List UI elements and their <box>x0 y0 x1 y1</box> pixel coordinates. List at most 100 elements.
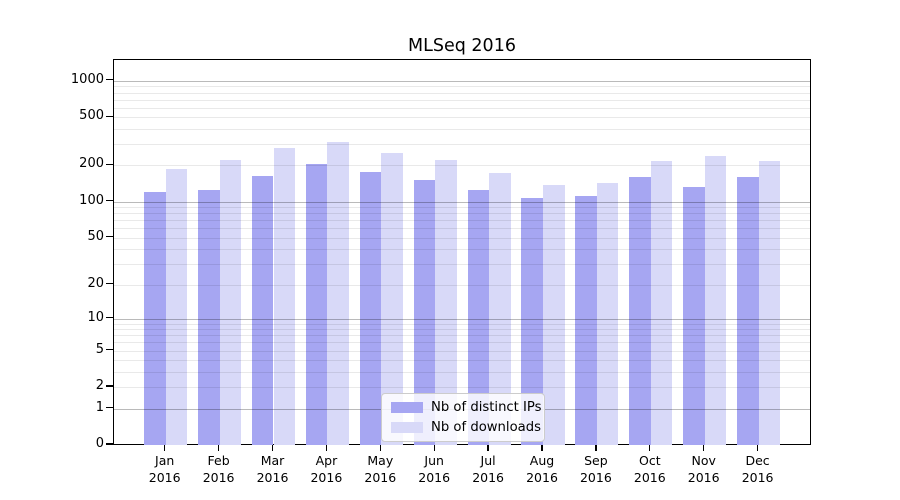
bar-ips-jan <box>144 191 166 445</box>
gridline-90 <box>114 207 810 209</box>
gridline-70 <box>114 220 810 222</box>
gridline-7 <box>114 335 810 337</box>
y-axis-tick-label-10: 10 <box>87 309 104 325</box>
x-axis-tick-label-nov: Nov 2016 <box>687 453 720 485</box>
bar-downloads-nov <box>704 155 727 445</box>
bar-downloads-feb <box>219 160 242 445</box>
bar-ips-apr <box>305 164 328 445</box>
legend-swatch-distinct-ips <box>391 402 423 413</box>
y-axis-tick-mark-0 <box>106 443 113 445</box>
gridline-200 <box>114 165 810 167</box>
bar-downloads-sep <box>596 182 619 445</box>
x-axis-tick-mark-jan <box>164 445 166 451</box>
bar-ips-dec <box>737 177 759 445</box>
y-axis-tick-mark-200 <box>106 163 113 166</box>
gridline-8 <box>114 329 810 331</box>
gridline-6 <box>114 342 810 344</box>
x-axis-tick-mark-nov <box>703 445 705 451</box>
legend-swatch-downloads <box>391 422 423 433</box>
x-axis-tick-mark-oct <box>649 445 651 451</box>
bar-ips-may <box>359 171 382 445</box>
gridline-60 <box>114 228 810 230</box>
x-axis-tick-mark-may <box>379 445 381 451</box>
gridline-50 <box>114 237 810 239</box>
y-axis-tick-label-2: 2 <box>95 378 104 394</box>
legend-label-distinct-ips: Nb of distinct IPs <box>431 400 542 415</box>
y-axis-tick-label-0: 0 <box>95 436 104 451</box>
bar-ips-mar <box>251 176 274 445</box>
gridline-30 <box>114 263 810 265</box>
gridline-2 <box>114 387 810 389</box>
bar-downloads-jul <box>489 172 511 445</box>
bar-ips-jun <box>413 179 436 445</box>
y-axis-tick-mark-1 <box>106 406 113 409</box>
gridline-900 <box>114 86 810 88</box>
x-axis-tick-label-aug: Aug 2016 <box>526 453 558 485</box>
y-axis-tick-mark-1000 <box>106 79 113 81</box>
y-axis-tick-mark-2 <box>106 385 113 387</box>
x-axis-tick-label-jul: Jul 2016 <box>472 453 504 485</box>
bar-downloads-may <box>381 152 403 445</box>
y-axis-tick-mark-50 <box>106 236 113 238</box>
x-axis-tick-mark-dec <box>756 445 759 451</box>
legend-item-distinct-ips: Nb of distinct IPs <box>391 400 542 415</box>
x-axis-tick-mark-apr <box>325 445 328 451</box>
legend-item-downloads: Nb of downloads <box>391 420 541 435</box>
bar-ips-oct <box>629 177 651 445</box>
plot-area: Nb of distinct IPs Nb of downloads <box>113 59 811 445</box>
x-axis-tick-mark-sep <box>595 445 597 451</box>
x-axis-tick-mark-jun <box>433 445 435 451</box>
x-axis-tick-label-mar: Mar 2016 <box>256 453 289 485</box>
gridline-40 <box>114 249 810 251</box>
bar-downloads-jun <box>435 159 457 445</box>
x-axis-tick-label-apr: Apr 2016 <box>310 453 343 485</box>
gridline-80 <box>114 213 810 215</box>
legend-label-downloads: Nb of downloads <box>431 420 541 435</box>
x-axis-tick-label-may: May 2016 <box>364 453 397 485</box>
x-axis-tick-label-dec: Dec 2016 <box>741 453 774 485</box>
gridline-600 <box>114 107 810 109</box>
y-axis-tick-label-5: 5 <box>95 341 104 357</box>
y-axis-tick-label-50: 50 <box>87 228 104 244</box>
gridline-1000 <box>114 80 810 82</box>
bar-ips-nov <box>683 186 705 445</box>
gridline-300 <box>114 144 810 146</box>
y-axis-tick-label-100: 100 <box>79 192 104 208</box>
y-axis-tick-mark-100 <box>106 200 113 202</box>
y-axis-tick-mark-500 <box>106 115 113 117</box>
bar-downloads-oct <box>650 160 673 445</box>
gridline-800 <box>114 92 810 94</box>
bar-ips-sep <box>575 196 597 445</box>
y-axis-tick-label-1000: 1000 <box>70 71 104 87</box>
x-axis-tick-mark-mar <box>271 445 274 451</box>
x-axis-tick-label-jun: Jun 2016 <box>418 453 451 485</box>
x-axis-tick-mark-jul <box>487 445 489 451</box>
bar-ips-aug <box>521 197 543 445</box>
bar-downloads-mar <box>273 147 296 445</box>
y-axis-tick-label-20: 20 <box>87 275 104 291</box>
gridline-4 <box>114 360 810 362</box>
gridline-100 <box>114 201 810 203</box>
gridline-700 <box>114 99 810 101</box>
x-axis-tick-mark-aug <box>541 445 543 451</box>
x-axis-tick-label-feb: Feb 2016 <box>202 453 235 485</box>
y-axis-tick-mark-5 <box>106 348 113 351</box>
x-axis-tick-label-jan: Jan 2016 <box>148 453 181 485</box>
y-axis-tick-mark-20 <box>106 282 113 285</box>
legend: Nb of distinct IPs Nb of downloads <box>381 393 545 442</box>
chart-title: MLSeq 2016 <box>408 36 516 56</box>
gridline-3 <box>114 371 810 373</box>
y-axis-tick-mark-10 <box>106 316 113 319</box>
bar-downloads-jan <box>165 168 188 445</box>
x-axis-tick-mark-feb <box>217 445 220 451</box>
bar-ips-feb <box>198 189 220 445</box>
gridline-400 <box>114 129 810 130</box>
gridline-10 <box>114 318 810 320</box>
x-axis-tick-label-sep: Sep 2016 <box>579 453 612 485</box>
gridline-9 <box>114 323 810 325</box>
y-axis-tick-label-500: 500 <box>79 108 104 124</box>
bar-ips-jul <box>467 189 490 445</box>
gridline-20 <box>114 284 810 286</box>
x-axis-tick-label-oct: Oct 2016 <box>633 453 666 485</box>
